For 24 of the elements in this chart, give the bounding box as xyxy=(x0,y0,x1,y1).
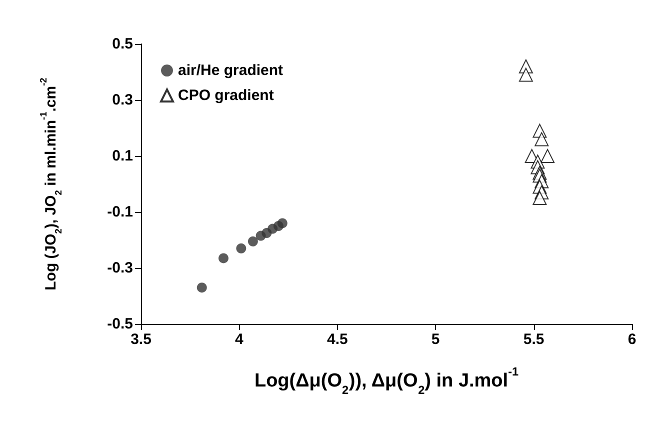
point xyxy=(540,149,555,163)
y-tick-label: 0.3 xyxy=(112,92,133,108)
y-tick-label: -0.1 xyxy=(107,204,133,220)
x-tick-label: 6 xyxy=(628,331,636,348)
legend-label: air/He gradient xyxy=(178,62,284,79)
point xyxy=(518,68,533,82)
x-tick-label: 4.5 xyxy=(326,331,348,348)
x-tick-label: 3.5 xyxy=(130,331,152,348)
point xyxy=(218,253,228,264)
y-tick-label: -0.5 xyxy=(107,316,133,332)
point xyxy=(236,243,246,254)
y-tick-label: -0.3 xyxy=(107,260,133,276)
x-tick-label: 4 xyxy=(235,331,244,348)
y-axis-title: Log (JO2), JO2 in ml.min-1.cm-2 xyxy=(38,78,64,290)
point xyxy=(534,132,549,146)
x-tick-label: 5 xyxy=(431,331,440,348)
y-tick-label: 0.1 xyxy=(112,148,133,164)
y-tick-label: 0.5 xyxy=(112,36,133,52)
point xyxy=(532,191,547,205)
point xyxy=(196,282,207,293)
point xyxy=(277,218,288,228)
point xyxy=(248,236,258,246)
legend-label: CPO gradient xyxy=(178,87,274,104)
x-tick-label: 5.5 xyxy=(523,331,544,348)
